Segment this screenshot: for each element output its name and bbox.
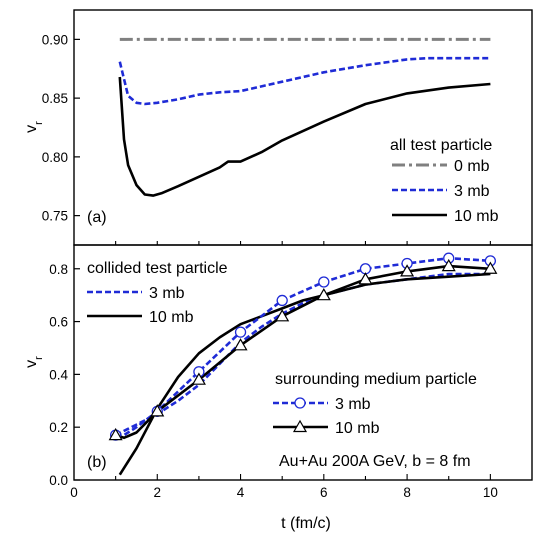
panel-b-x-tick-label: 0 (70, 485, 78, 500)
panel-b-legend-collided: collided test particle 3 mb 10 mb (87, 260, 228, 326)
panel-a-legend-entry-1-label: 3 mb (454, 183, 490, 200)
panel-b-annotation: Au+Au 200A GeV, b = 8 fm (279, 453, 471, 470)
panel-b-legend-surrounding-entry-0-marker (294, 397, 306, 409)
panel-b-series-3-point (275, 309, 290, 322)
panel-b-y-axis-title-main: v (23, 360, 40, 368)
x-axis-title: t (fm/c) (281, 515, 331, 532)
panel-b-series-line-2 (115, 256, 491, 437)
panel-a-y-tick-label: 0.90 (42, 32, 68, 47)
panel-b-frame (73, 244, 533, 481)
panel-a-series-line-2 (118, 76, 491, 197)
panel-b-series-2-point (234, 326, 247, 338)
panel-b-x-tick-label: 6 (320, 485, 328, 500)
panel-b-series-3-point (358, 272, 373, 285)
panel-a-series (118, 37, 491, 197)
panel-b-legend-surrounding-entry-1-label: 10 mb (335, 420, 380, 437)
panel-b-series-3-point (233, 338, 248, 351)
panel-b-series-3-point (108, 427, 123, 441)
panel-a-y-tick-label: 0.85 (42, 91, 68, 106)
panel-a-legend-title: all test particle (390, 137, 492, 154)
panel-a: 0.75 0.80 0.85 0.90 vr (a) all test particl… (23, 9, 533, 246)
panel-a-y-axis-title-main: v (23, 125, 40, 133)
panel-b-series-3-point (316, 287, 331, 301)
panel-b-x-tick-label: 8 (403, 485, 411, 500)
panel-b-series-3-point (191, 372, 206, 385)
panel-b-legend-surrounding-entry-1-marker (292, 419, 308, 433)
panel-b-y-tick-label: 0.4 (49, 367, 68, 382)
panel-a-tag: (a) (87, 209, 107, 226)
panel-a-y-axis-title: vr (23, 121, 45, 133)
panel-b-x-tick-label: 10 (483, 485, 498, 500)
panel-b-legend-surrounding: surrounding medium particle 3 mb 10 mb (273, 371, 477, 437)
panel-b-x-tick-label: 2 (154, 485, 162, 500)
panel-b-y-tick-label: 0.2 (49, 420, 68, 435)
panel-b-legend-collided-entry-1-label: 10 mb (149, 309, 194, 326)
panel-b-series-3-point (400, 264, 415, 277)
panel-a-ticks: 0.75 0.80 0.85 0.90 (42, 32, 491, 245)
panel-b-series-3-point (483, 261, 498, 274)
panel-b-legend-surrounding-title: surrounding medium particle (275, 371, 477, 388)
panel-b-x-tick-label: 4 (237, 485, 245, 500)
panel-a-y-tick-label: 0.75 (42, 209, 68, 224)
panel-b-series-line-3 (115, 264, 491, 440)
panel-b-y-tick-label: 0.0 (49, 473, 68, 488)
panel-a-legend-entry-0-label: 0 mb (454, 158, 490, 175)
panel-b-legend-collided-entry-0-label: 3 mb (149, 285, 185, 302)
panel-b-y-axis-title: vr (23, 356, 45, 368)
panel-b-y-axis-title-subscript: r (33, 356, 45, 360)
panel-b-legend-collided-title: collided test particle (87, 260, 228, 277)
panel-b-series-3-point (150, 404, 165, 417)
panel-b-series (108, 252, 498, 476)
panel-b-legend-surrounding-entry-0-label: 3 mb (335, 396, 371, 413)
panel-b-y-tick-label: 0.6 (49, 315, 68, 330)
panel-b-series-3-point (441, 258, 456, 272)
panel-a-legend-entry-2-label: 10 mb (454, 208, 499, 225)
panel-b-series-2-point (318, 276, 330, 288)
panel-b: 0.0 0.2 0.4 0.6 0.8 0 2 4 6 8 10 vr t (fm/c) (b) A… (23, 244, 533, 532)
panel-a-legend: all test particle 0 mb 3 mb 10 mb (390, 137, 499, 225)
panel-a-series-line-1 (118, 56, 491, 106)
panel-b-y-tick-label: 0.8 (49, 262, 68, 277)
panel-a-y-tick-label: 0.80 (42, 150, 68, 165)
panel-b-series-2-point (276, 294, 288, 307)
panel-b-tag: (b) (87, 454, 107, 471)
panel-a-y-axis-title-subscript: r (33, 121, 45, 125)
panel-b-ticks: 0.0 0.2 0.4 0.6 0.8 0 2 4 6 8 10 (49, 262, 498, 500)
